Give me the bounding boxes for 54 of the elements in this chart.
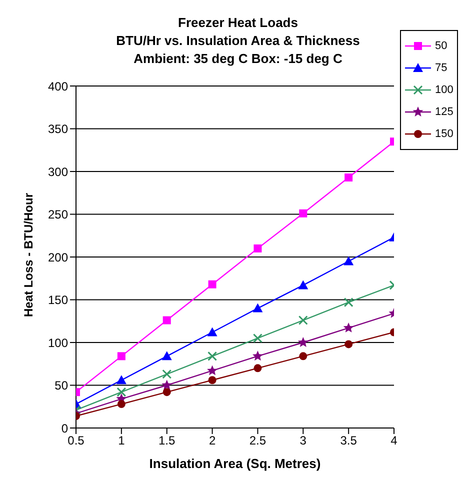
y-tick-label: 400 [48, 79, 68, 94]
point [162, 316, 171, 324]
point [207, 365, 218, 376]
point [344, 298, 354, 308]
x-tick-label: 1 [118, 434, 126, 448]
point [162, 380, 172, 390]
point [298, 280, 308, 290]
point [207, 327, 218, 336]
x-tick-label: 1.5 [158, 434, 176, 448]
point [162, 388, 171, 396]
point [116, 375, 126, 384]
y-tick-label: 50 [54, 378, 68, 393]
legend-label: 100 [435, 84, 454, 96]
y-tick-label: 250 [48, 208, 68, 222]
point [117, 352, 126, 360]
y-tick-label: 150 [48, 293, 68, 308]
point [254, 364, 262, 372]
point [252, 350, 263, 361]
point [117, 400, 126, 408]
x-tick-label: 3 [300, 434, 307, 448]
point [299, 352, 308, 360]
legend-label: 75 [435, 62, 448, 74]
y-tick-label: 300 [48, 164, 68, 179]
point [208, 280, 216, 288]
y-axis-title: Heat Loss - BTU/Hour [21, 192, 36, 317]
point [299, 209, 308, 218]
point [116, 387, 126, 397]
x-tick-label: 0.5 [68, 434, 85, 448]
point [254, 244, 262, 252]
point [252, 333, 262, 343]
point [298, 316, 308, 326]
x-tick-label: 2 [208, 434, 216, 448]
y-tick-label: 100 [48, 336, 68, 350]
point [298, 337, 308, 347]
point [344, 340, 353, 348]
point [344, 173, 353, 182]
y-tick-label: 200 [48, 250, 68, 264]
chart-title: Freezer Heat Loads BTU/Hr vs. Insulation Area & Thickness Ambient: 35 deg C Box: -15 deg C [115, 14, 361, 68]
legend-label: 50 [435, 40, 448, 52]
point [343, 322, 354, 332]
legend-label: 150 [435, 128, 454, 140]
y-tick-label: 0 [61, 421, 68, 436]
point [208, 376, 216, 384]
x-axis-title: Insulation Area (Sq. Metres) [149, 456, 321, 471]
point [162, 369, 172, 379]
legend-label: 125 [435, 106, 454, 118]
point [162, 351, 172, 360]
x-tick-label: 2.5 [249, 434, 266, 448]
point [344, 256, 354, 266]
y-tick-label: 350 [48, 122, 68, 136]
x-tick-label: 3.5 [340, 434, 358, 448]
x-tick-label: 4 [390, 434, 398, 448]
point [252, 303, 263, 312]
point [208, 351, 218, 361]
